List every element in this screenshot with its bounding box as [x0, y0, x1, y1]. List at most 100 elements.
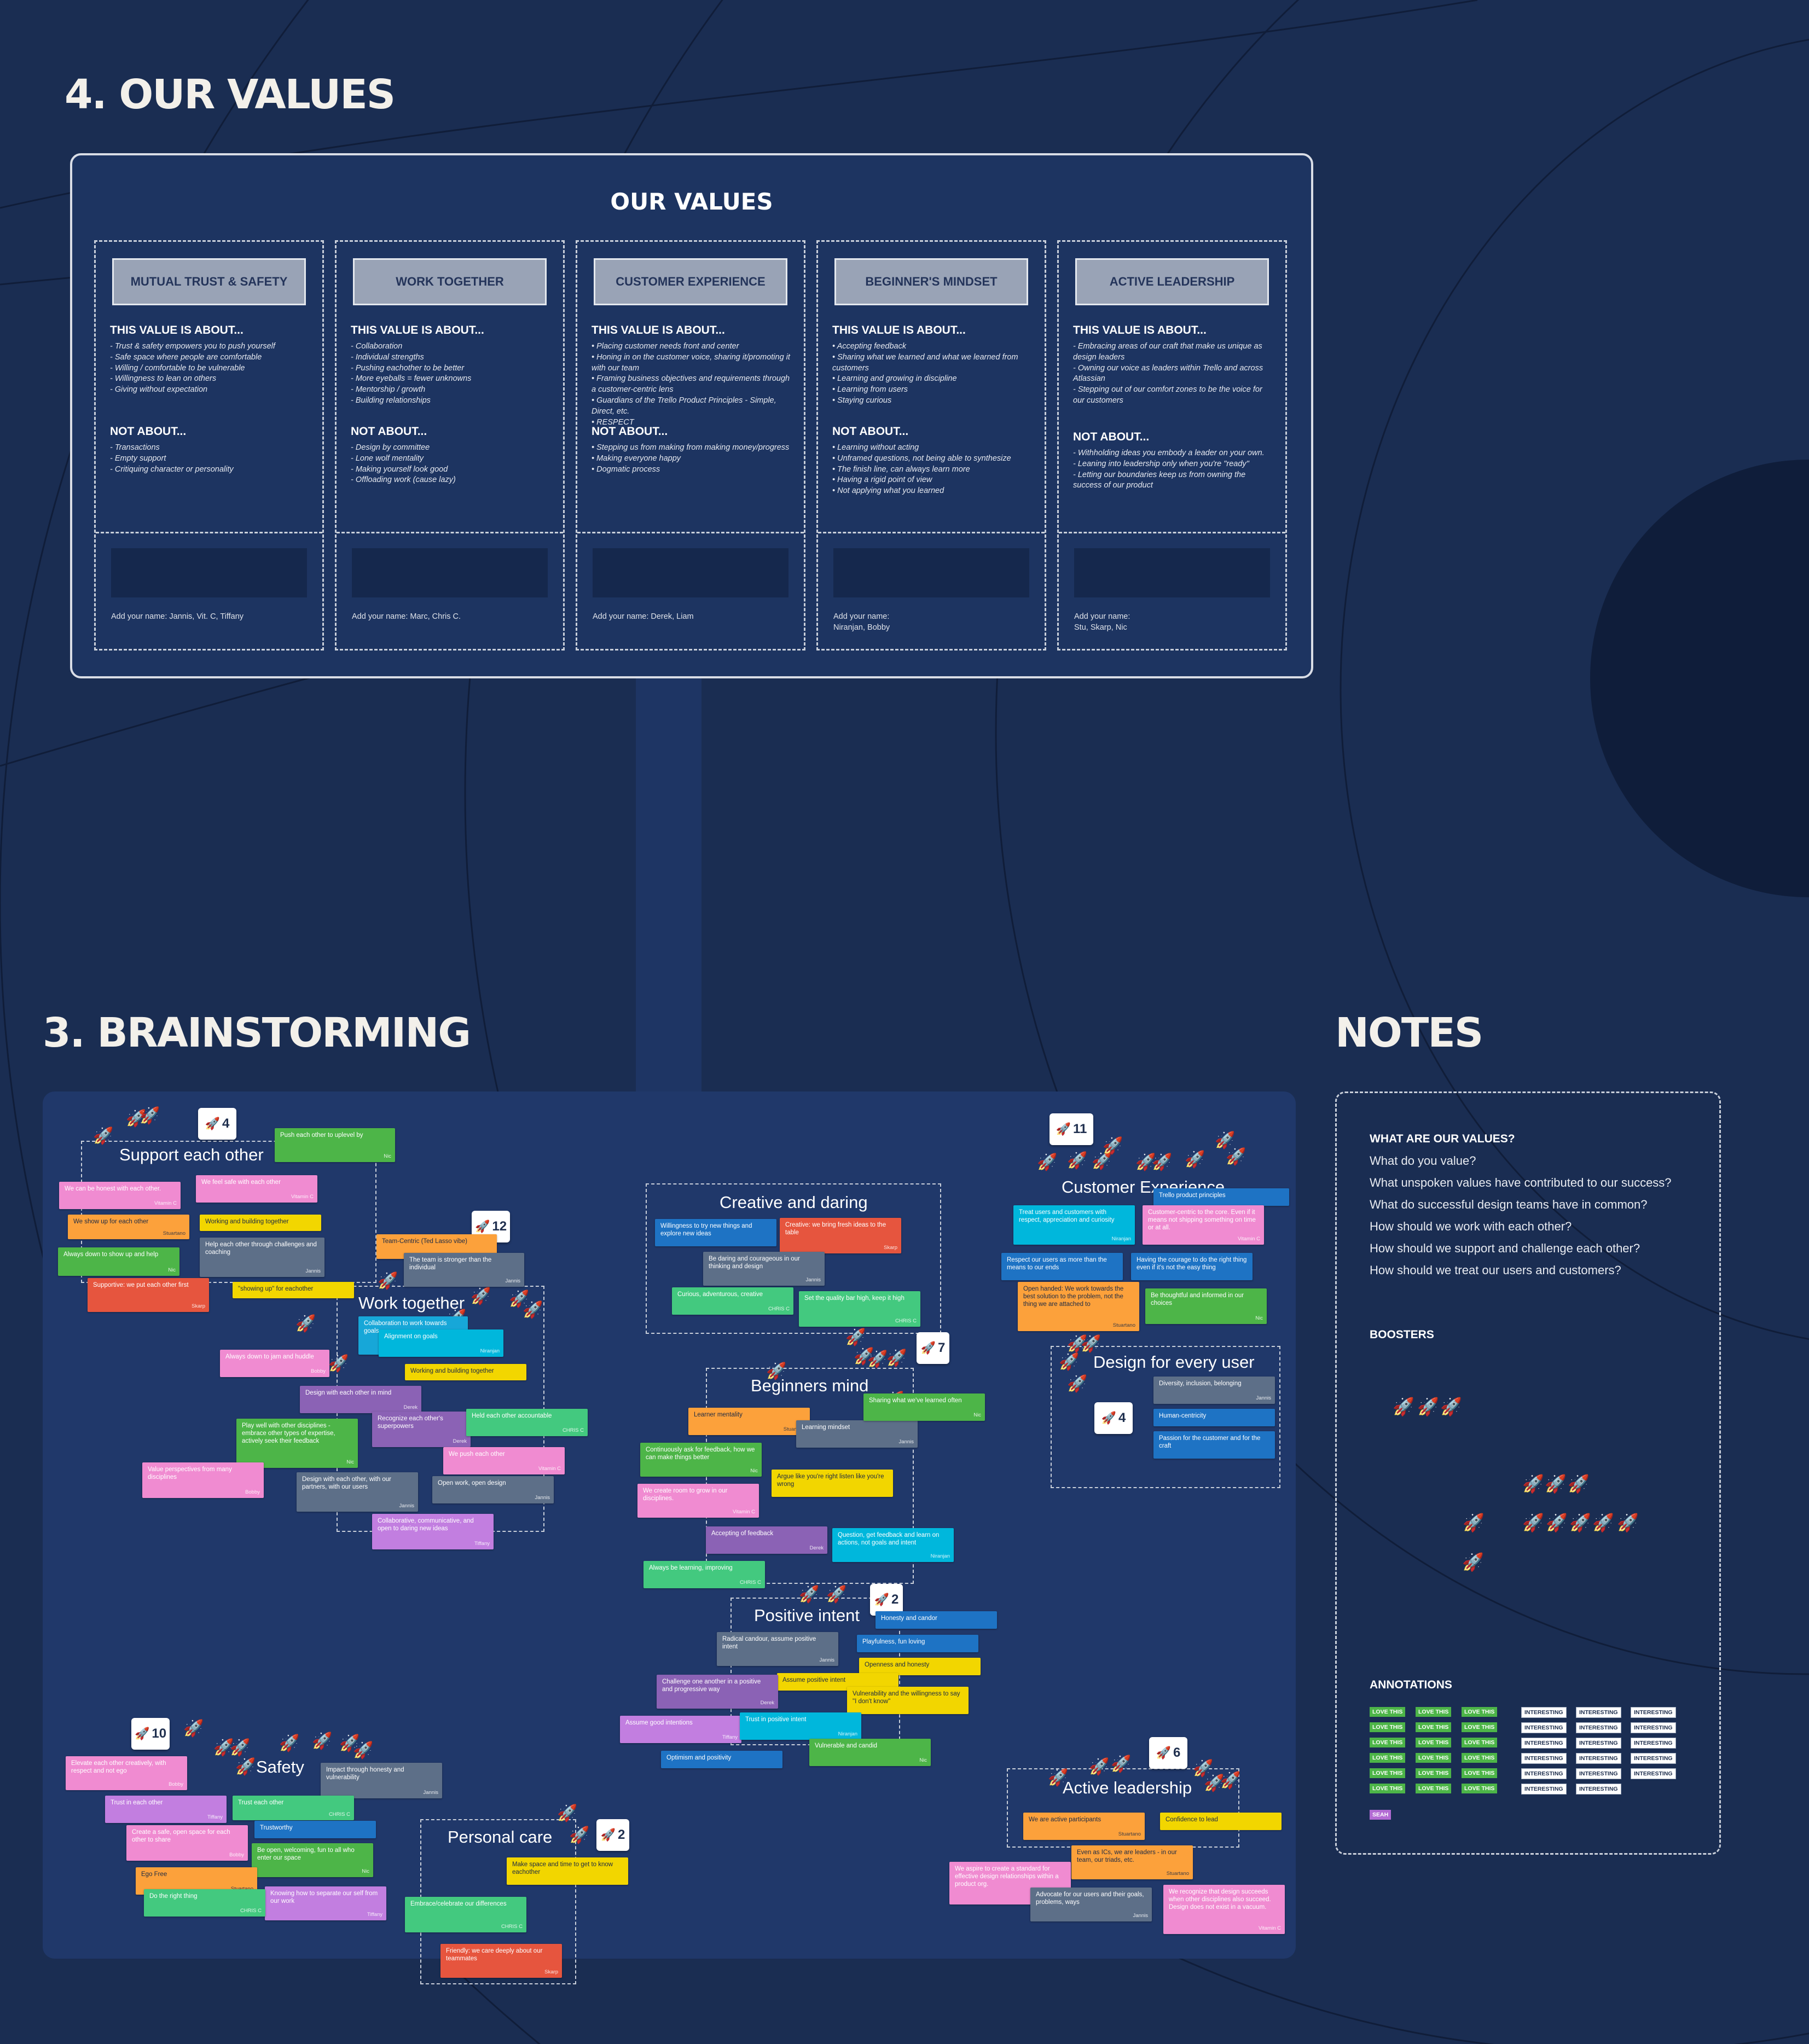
sticky-note[interactable]: Always down to show up and help Nic	[58, 1247, 179, 1276]
love-this-tag[interactable]: LOVE THIS	[1416, 1738, 1452, 1747]
sticky-note[interactable]: Radical candour, assume positive intent J…	[717, 1632, 838, 1666]
love-this-tag[interactable]: LOVE THIS	[1370, 1753, 1406, 1763]
interesting-tag[interactable]: INTERESTING	[1576, 1722, 1621, 1733]
sticky-note[interactable]: We are active participants Stuartano	[1023, 1813, 1145, 1840]
sticky-note[interactable]: Vulnerable and candid Nic	[809, 1739, 931, 1766]
sticky-note[interactable]: Collaborative, communicative, and open t…	[372, 1514, 494, 1549]
add-your-name[interactable]: Add your name: Niranjan, Bobby	[833, 612, 890, 632]
sticky-note[interactable]: Push each other to uplevel by Nic	[275, 1128, 395, 1162]
add-your-name[interactable]: Add your name: Marc, Chris C.	[352, 612, 461, 621]
sticky-note[interactable]: Learner mentality Stuartano	[688, 1408, 810, 1435]
interesting-tag[interactable]: INTERESTING	[1576, 1753, 1621, 1764]
sticky-note[interactable]: Passion for the customer and for the cra…	[1153, 1431, 1275, 1459]
sticky-note[interactable]: We push each other Vitamin C	[443, 1447, 565, 1474]
sticky-note[interactable]: Trust in each other Tiffany	[105, 1796, 227, 1823]
sticky-note[interactable]: Elevate each other creatively, with resp…	[66, 1756, 187, 1790]
sticky-note[interactable]: We create room to grow in our discipline…	[637, 1484, 759, 1518]
name-drop-area[interactable]	[111, 548, 307, 597]
sticky-note[interactable]: Vulnerability and the willingness to say…	[847, 1687, 969, 1714]
sticky-note[interactable]: Curious, adventurous, creative CHRIS C	[672, 1287, 793, 1315]
sticky-note[interactable]: Advocate for our users and their goals, …	[1030, 1888, 1152, 1921]
booster-rocket-icon[interactable]: 🚀	[1462, 1552, 1484, 1572]
love-this-tag[interactable]: LOVE THIS	[1462, 1722, 1498, 1732]
interesting-tag[interactable]: INTERESTING	[1521, 1738, 1567, 1749]
sticky-note[interactable]: Honesty and candor	[875, 1611, 997, 1629]
sticky-note[interactable]: Be daring and courageous in our thinking…	[703, 1252, 825, 1286]
sticky-note[interactable]: Be open, welcoming, fun to all who enter…	[252, 1843, 373, 1877]
name-drop-area[interactable]	[593, 548, 788, 597]
love-this-tag[interactable]: LOVE THIS	[1462, 1784, 1498, 1793]
sticky-note[interactable]: Open work, open design Jannis	[432, 1476, 554, 1503]
interesting-tag[interactable]: INTERESTING	[1521, 1722, 1567, 1733]
sticky-note[interactable]: Set the quality bar high, keep it high CH…	[799, 1291, 920, 1327]
sticky-note[interactable]: We recognize that design succeeds when o…	[1163, 1885, 1285, 1934]
love-this-tag[interactable]: LOVE THIS	[1462, 1738, 1498, 1747]
sticky-note[interactable]: Be thoughtful and informed in our choice…	[1145, 1288, 1267, 1324]
sticky-note[interactable]: Assume good intentions Tiffany	[620, 1716, 741, 1743]
booster-rocket-icon[interactable]: 🚀	[1393, 1397, 1414, 1416]
interesting-tag[interactable]: INTERESTING	[1576, 1738, 1621, 1749]
love-this-tag[interactable]: LOVE THIS	[1416, 1753, 1452, 1763]
sticky-note[interactable]: Playfulness, fun loving	[857, 1635, 978, 1652]
sticky-note[interactable]: Supportive: we put each other first Skarp	[88, 1278, 209, 1312]
group-vote-badge[interactable]: 🚀 7	[917, 1332, 949, 1364]
love-this-tag[interactable]: LOVE THIS	[1370, 1768, 1406, 1778]
group-vote-badge[interactable]: 🚀 11	[1050, 1113, 1093, 1145]
sticky-note[interactable]: Even as ICs, we are leaders - in our tea…	[1071, 1845, 1193, 1879]
love-this-tag[interactable]: LOVE THIS	[1370, 1722, 1406, 1732]
sticky-note[interactable]: Challenge one another in a positive and …	[657, 1675, 778, 1709]
sticky-note[interactable]: Trello product principles	[1153, 1188, 1289, 1206]
sticky-note[interactable]: Embrace/celebrate our differences CHRIS C	[405, 1897, 526, 1932]
sticky-note[interactable]: Diversity, inclusion, belonging Jannis	[1153, 1377, 1275, 1404]
sticky-note[interactable]: Learning mindset Jannis	[796, 1420, 918, 1448]
sticky-note[interactable]: Do the right thing CHRIS C	[144, 1889, 265, 1917]
interesting-tag[interactable]: INTERESTING	[1576, 1768, 1621, 1779]
sticky-note[interactable]: Respect our users as more than the means…	[1001, 1253, 1123, 1280]
interesting-tag[interactable]: INTERESTING	[1521, 1753, 1567, 1764]
group-vote-badge[interactable]: 🚀 6	[1149, 1737, 1187, 1769]
booster-rocket-icon[interactable]: 🚀	[1545, 1474, 1567, 1494]
interesting-tag[interactable]: INTERESTING	[1631, 1768, 1676, 1779]
booster-rocket-icon[interactable]: 🚀	[1522, 1513, 1544, 1532]
sticky-note[interactable]: Impact through honesty and vulnerability…	[321, 1763, 442, 1798]
booster-rocket-icon[interactable]: 🚀	[1568, 1474, 1590, 1494]
love-this-tag[interactable]: LOVE THIS	[1416, 1707, 1452, 1717]
sticky-note[interactable]: Assume positive intent	[777, 1673, 898, 1691]
love-this-tag[interactable]: LOVE THIS	[1370, 1784, 1406, 1793]
sticky-note[interactable]: Having the courage to do the right thing…	[1131, 1253, 1253, 1280]
add-your-name[interactable]: Add your name: Derek, Liam	[593, 612, 694, 621]
sticky-note[interactable]: Recognize each other's superpowers Derek	[372, 1412, 471, 1447]
sticky-note[interactable]: Question, get feedback and learn on acti…	[832, 1528, 954, 1562]
group-vote-badge[interactable]: 🚀 2	[870, 1584, 903, 1616]
sticky-note[interactable]: Always be learning, improving CHRIS C	[643, 1561, 765, 1588]
interesting-tag[interactable]: INTERESTING	[1576, 1707, 1621, 1718]
sticky-note[interactable]: Make space and time to get to know eacho…	[507, 1857, 628, 1885]
booster-rocket-icon[interactable]: 🚀	[1617, 1513, 1639, 1532]
add-your-name[interactable]: Add your name: Stu, Skarp, Nic	[1074, 612, 1130, 632]
love-this-tag[interactable]: LOVE THIS	[1416, 1722, 1452, 1732]
interesting-tag[interactable]: INTERESTING	[1631, 1707, 1676, 1718]
sticky-note[interactable]: Creative: we bring fresh ideas to the ta…	[780, 1218, 901, 1253]
misc-tag[interactable]: SEAH	[1370, 1810, 1391, 1820]
booster-rocket-icon[interactable]: 🚀	[1592, 1513, 1614, 1532]
sticky-note[interactable]: Always down to jam and huddle Bobby	[220, 1350, 329, 1377]
interesting-tag[interactable]: INTERESTING	[1521, 1707, 1567, 1718]
sticky-note[interactable]: The team is stronger than the individual…	[404, 1253, 524, 1287]
sticky-note[interactable]: We can be honest with each other. Vitamin…	[59, 1182, 181, 1209]
sticky-note[interactable]: Accepting of feedback Derek	[706, 1526, 827, 1554]
group-vote-badge[interactable]: 🚀 10	[131, 1718, 170, 1750]
sticky-note[interactable]: "showing up" for eachother	[233, 1282, 354, 1298]
love-this-tag[interactable]: LOVE THIS	[1370, 1707, 1406, 1717]
sticky-note[interactable]: Openness and honesty	[859, 1658, 981, 1675]
group-vote-badge[interactable]: 🚀 4	[198, 1108, 236, 1140]
booster-rocket-icon[interactable]: 🚀	[1417, 1397, 1439, 1416]
sticky-note[interactable]: Treat users and customers with respect, …	[1013, 1205, 1135, 1245]
love-this-tag[interactable]: LOVE THIS	[1462, 1768, 1498, 1778]
sticky-note[interactable]: Value perspectives from many disciplines…	[142, 1462, 264, 1498]
sticky-note[interactable]: Help each other through challenges and c…	[200, 1238, 324, 1277]
love-this-tag[interactable]: LOVE THIS	[1370, 1738, 1406, 1747]
booster-rocket-icon[interactable]: 🚀	[1440, 1397, 1462, 1416]
sticky-note[interactable]: Knowing how to separate our self from ou…	[265, 1886, 386, 1920]
sticky-note[interactable]: Willingness to try new things and explor…	[655, 1219, 776, 1246]
sticky-note[interactable]: Design with each other, with our partner…	[297, 1472, 418, 1512]
